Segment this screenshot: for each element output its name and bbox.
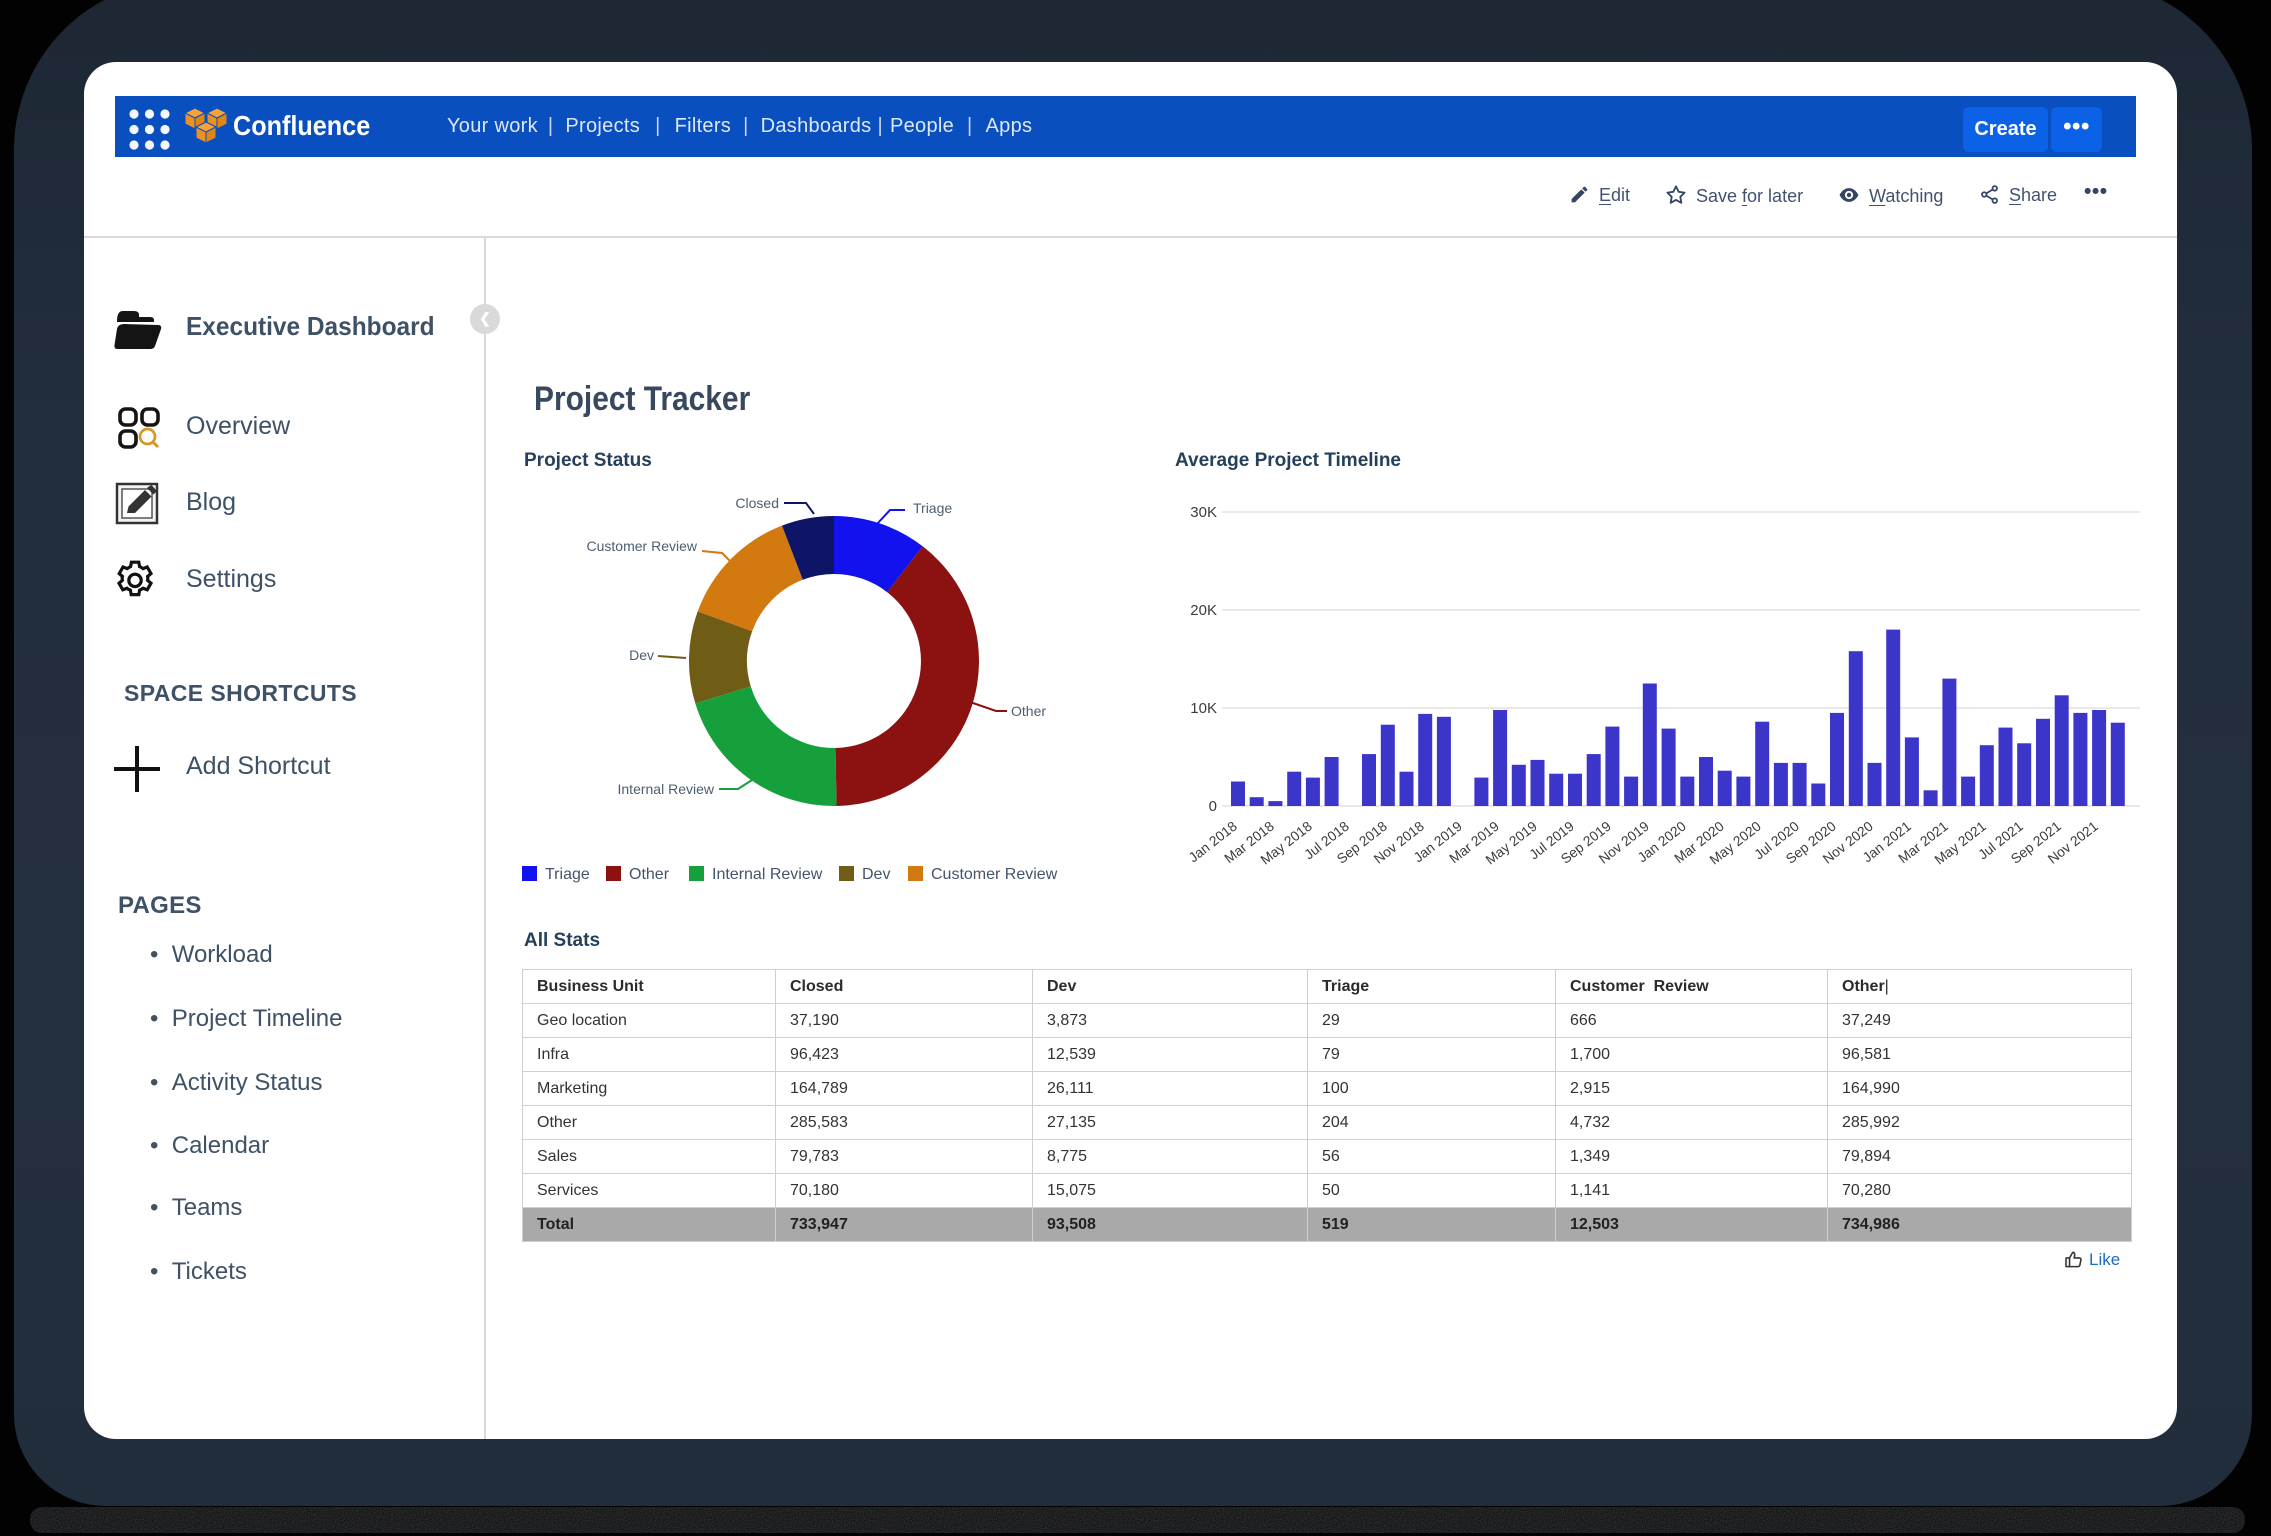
svg-text:Dev: Dev bbox=[862, 866, 890, 883]
svg-text:Closed: Closed bbox=[735, 495, 779, 511]
svg-text:Dev: Dev bbox=[629, 647, 654, 663]
svg-text:Internal Review: Internal Review bbox=[618, 781, 715, 797]
svg-text:Internal Review: Internal Review bbox=[712, 866, 823, 883]
svg-text:30K: 30K bbox=[1190, 504, 1217, 521]
svg-text:0: 0 bbox=[1209, 798, 1217, 815]
svg-text:Other: Other bbox=[629, 866, 670, 883]
svg-text:Customer Review: Customer Review bbox=[931, 866, 1058, 883]
svg-text:20K: 20K bbox=[1190, 602, 1217, 619]
svg-text:10K: 10K bbox=[1190, 700, 1217, 717]
svg-text:Triage: Triage bbox=[545, 866, 590, 883]
svg-text:Triage: Triage bbox=[913, 500, 952, 516]
svg-text:Customer Review: Customer Review bbox=[587, 538, 698, 554]
svg-text:Other: Other bbox=[1011, 703, 1046, 719]
